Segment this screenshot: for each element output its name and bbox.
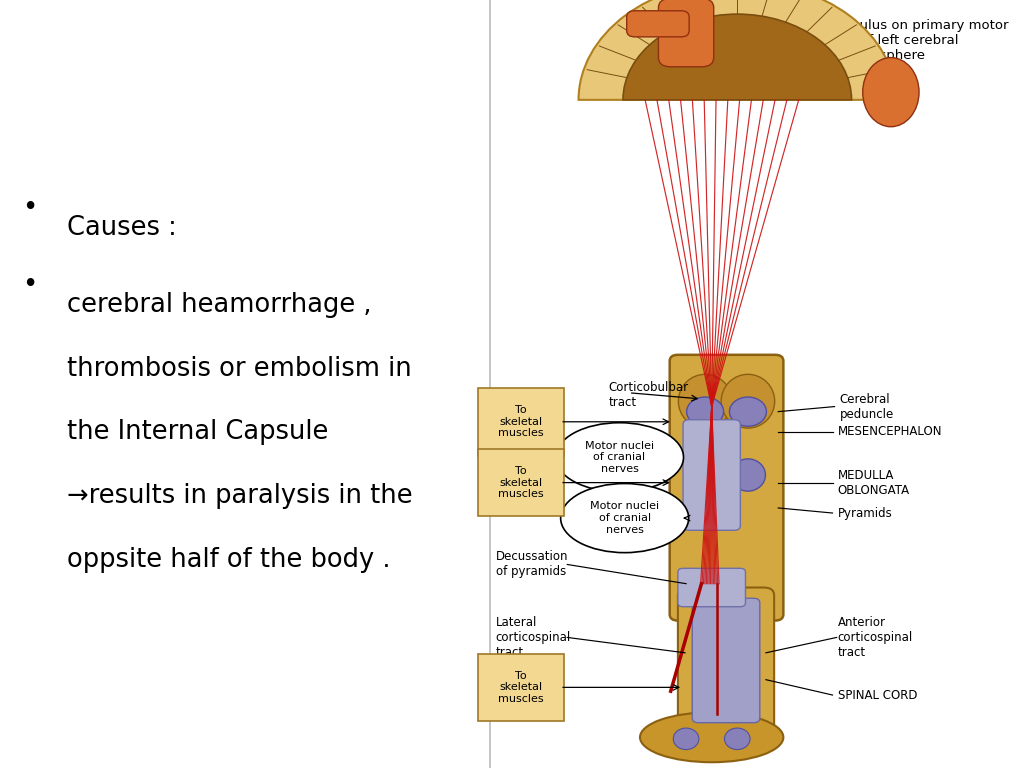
FancyBboxPatch shape (678, 588, 774, 737)
Text: SPINAL CORD: SPINAL CORD (838, 689, 918, 701)
Text: •: • (23, 272, 38, 298)
Wedge shape (579, 0, 896, 100)
Wedge shape (623, 14, 852, 100)
Ellipse shape (678, 374, 732, 428)
Text: oppsite half of the body .: oppsite half of the body . (67, 547, 390, 573)
Ellipse shape (674, 728, 698, 750)
Text: Motor nuclei
of cranial
nerves: Motor nuclei of cranial nerves (585, 441, 654, 474)
Text: →results in paralysis in the: →results in paralysis in the (67, 483, 413, 509)
Ellipse shape (862, 58, 920, 127)
Text: Decussation
of pyramids: Decussation of pyramids (496, 551, 568, 578)
FancyBboxPatch shape (692, 598, 760, 723)
Text: •: • (23, 195, 38, 221)
Text: Anterior
corticospinal
tract: Anterior corticospinal tract (838, 616, 912, 659)
Ellipse shape (725, 728, 750, 750)
Text: Cerebral
peduncle: Cerebral peduncle (840, 392, 894, 421)
Ellipse shape (688, 458, 723, 492)
Text: To
skeletal
muscles: To skeletal muscles (499, 466, 544, 499)
Ellipse shape (730, 458, 766, 492)
Ellipse shape (555, 422, 684, 492)
Text: cerebral heamorrhage ,: cerebral heamorrhage , (67, 292, 371, 318)
Text: Lateral
corticospinal
tract: Lateral corticospinal tract (496, 616, 570, 659)
Ellipse shape (721, 374, 775, 428)
FancyBboxPatch shape (658, 0, 714, 67)
FancyBboxPatch shape (478, 388, 564, 455)
Text: MESENCEPHALON: MESENCEPHALON (838, 425, 942, 439)
Text: Pyramids: Pyramids (838, 507, 892, 519)
Text: thrombosis or embolism in: thrombosis or embolism in (67, 356, 412, 382)
Ellipse shape (640, 713, 783, 762)
FancyBboxPatch shape (678, 568, 745, 607)
FancyBboxPatch shape (670, 355, 783, 621)
Text: the Internal Capsule: the Internal Capsule (67, 419, 328, 445)
Text: MEDULLA
OBLONGATA: MEDULLA OBLONGATA (838, 468, 909, 497)
Ellipse shape (729, 397, 766, 426)
Text: To
skeletal
muscles: To skeletal muscles (499, 670, 544, 704)
Text: Causes :: Causes : (67, 215, 176, 241)
FancyBboxPatch shape (627, 11, 689, 37)
Text: Motor homunculus on primary motor
cortex of left cerebral
hemisphere: Motor homunculus on primary motor cortex… (763, 19, 1009, 62)
Ellipse shape (687, 397, 724, 426)
Text: Corticobulbar
tract: Corticobulbar tract (608, 381, 688, 409)
FancyBboxPatch shape (478, 654, 564, 721)
FancyBboxPatch shape (683, 419, 740, 530)
Text: To
skeletal
muscles: To skeletal muscles (499, 406, 544, 439)
FancyBboxPatch shape (478, 449, 564, 516)
Ellipse shape (561, 484, 688, 553)
Text: Motor nuclei
of cranial
nerves: Motor nuclei of cranial nerves (590, 502, 659, 535)
